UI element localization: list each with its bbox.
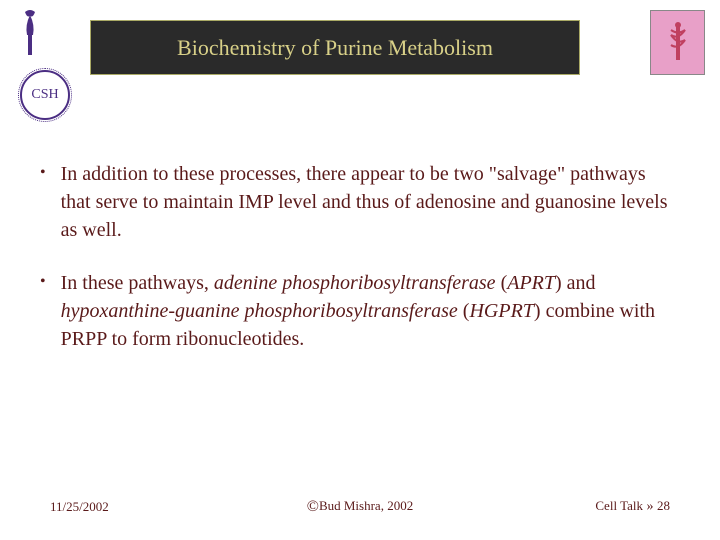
footer-date: 11/25/2002 — [50, 499, 109, 515]
slide-title: Biochemistry of Purine Metabolism — [177, 35, 493, 61]
bullet-marker: • — [40, 160, 46, 244]
csh-label: CSH — [31, 87, 58, 103]
csh-logo: CSH — [20, 70, 70, 120]
bullet-text: In addition to these processes, there ap… — [61, 160, 680, 244]
left-logo: CSH — [15, 10, 75, 110]
torch-icon — [15, 10, 45, 60]
bullet-item: • In addition to these processes, there … — [40, 160, 680, 244]
caduceus-icon — [663, 20, 693, 65]
bullet-text: In these pathways, adenine phosphoribosy… — [61, 269, 680, 353]
content-area: • In addition to these processes, there … — [40, 160, 680, 378]
bullet-marker: • — [40, 269, 46, 353]
footer: 11/25/2002 ©Bud Mishra, 2002 Cell Talk »… — [0, 498, 720, 515]
title-bar: Biochemistry of Purine Metabolism — [90, 20, 580, 75]
right-logo — [650, 10, 705, 75]
footer-page: Cell Talk » 28 — [595, 498, 670, 515]
footer-copyright: ©Bud Mishra, 2002 — [307, 498, 413, 516]
bullet-item: • In these pathways, adenine phosphoribo… — [40, 269, 680, 353]
